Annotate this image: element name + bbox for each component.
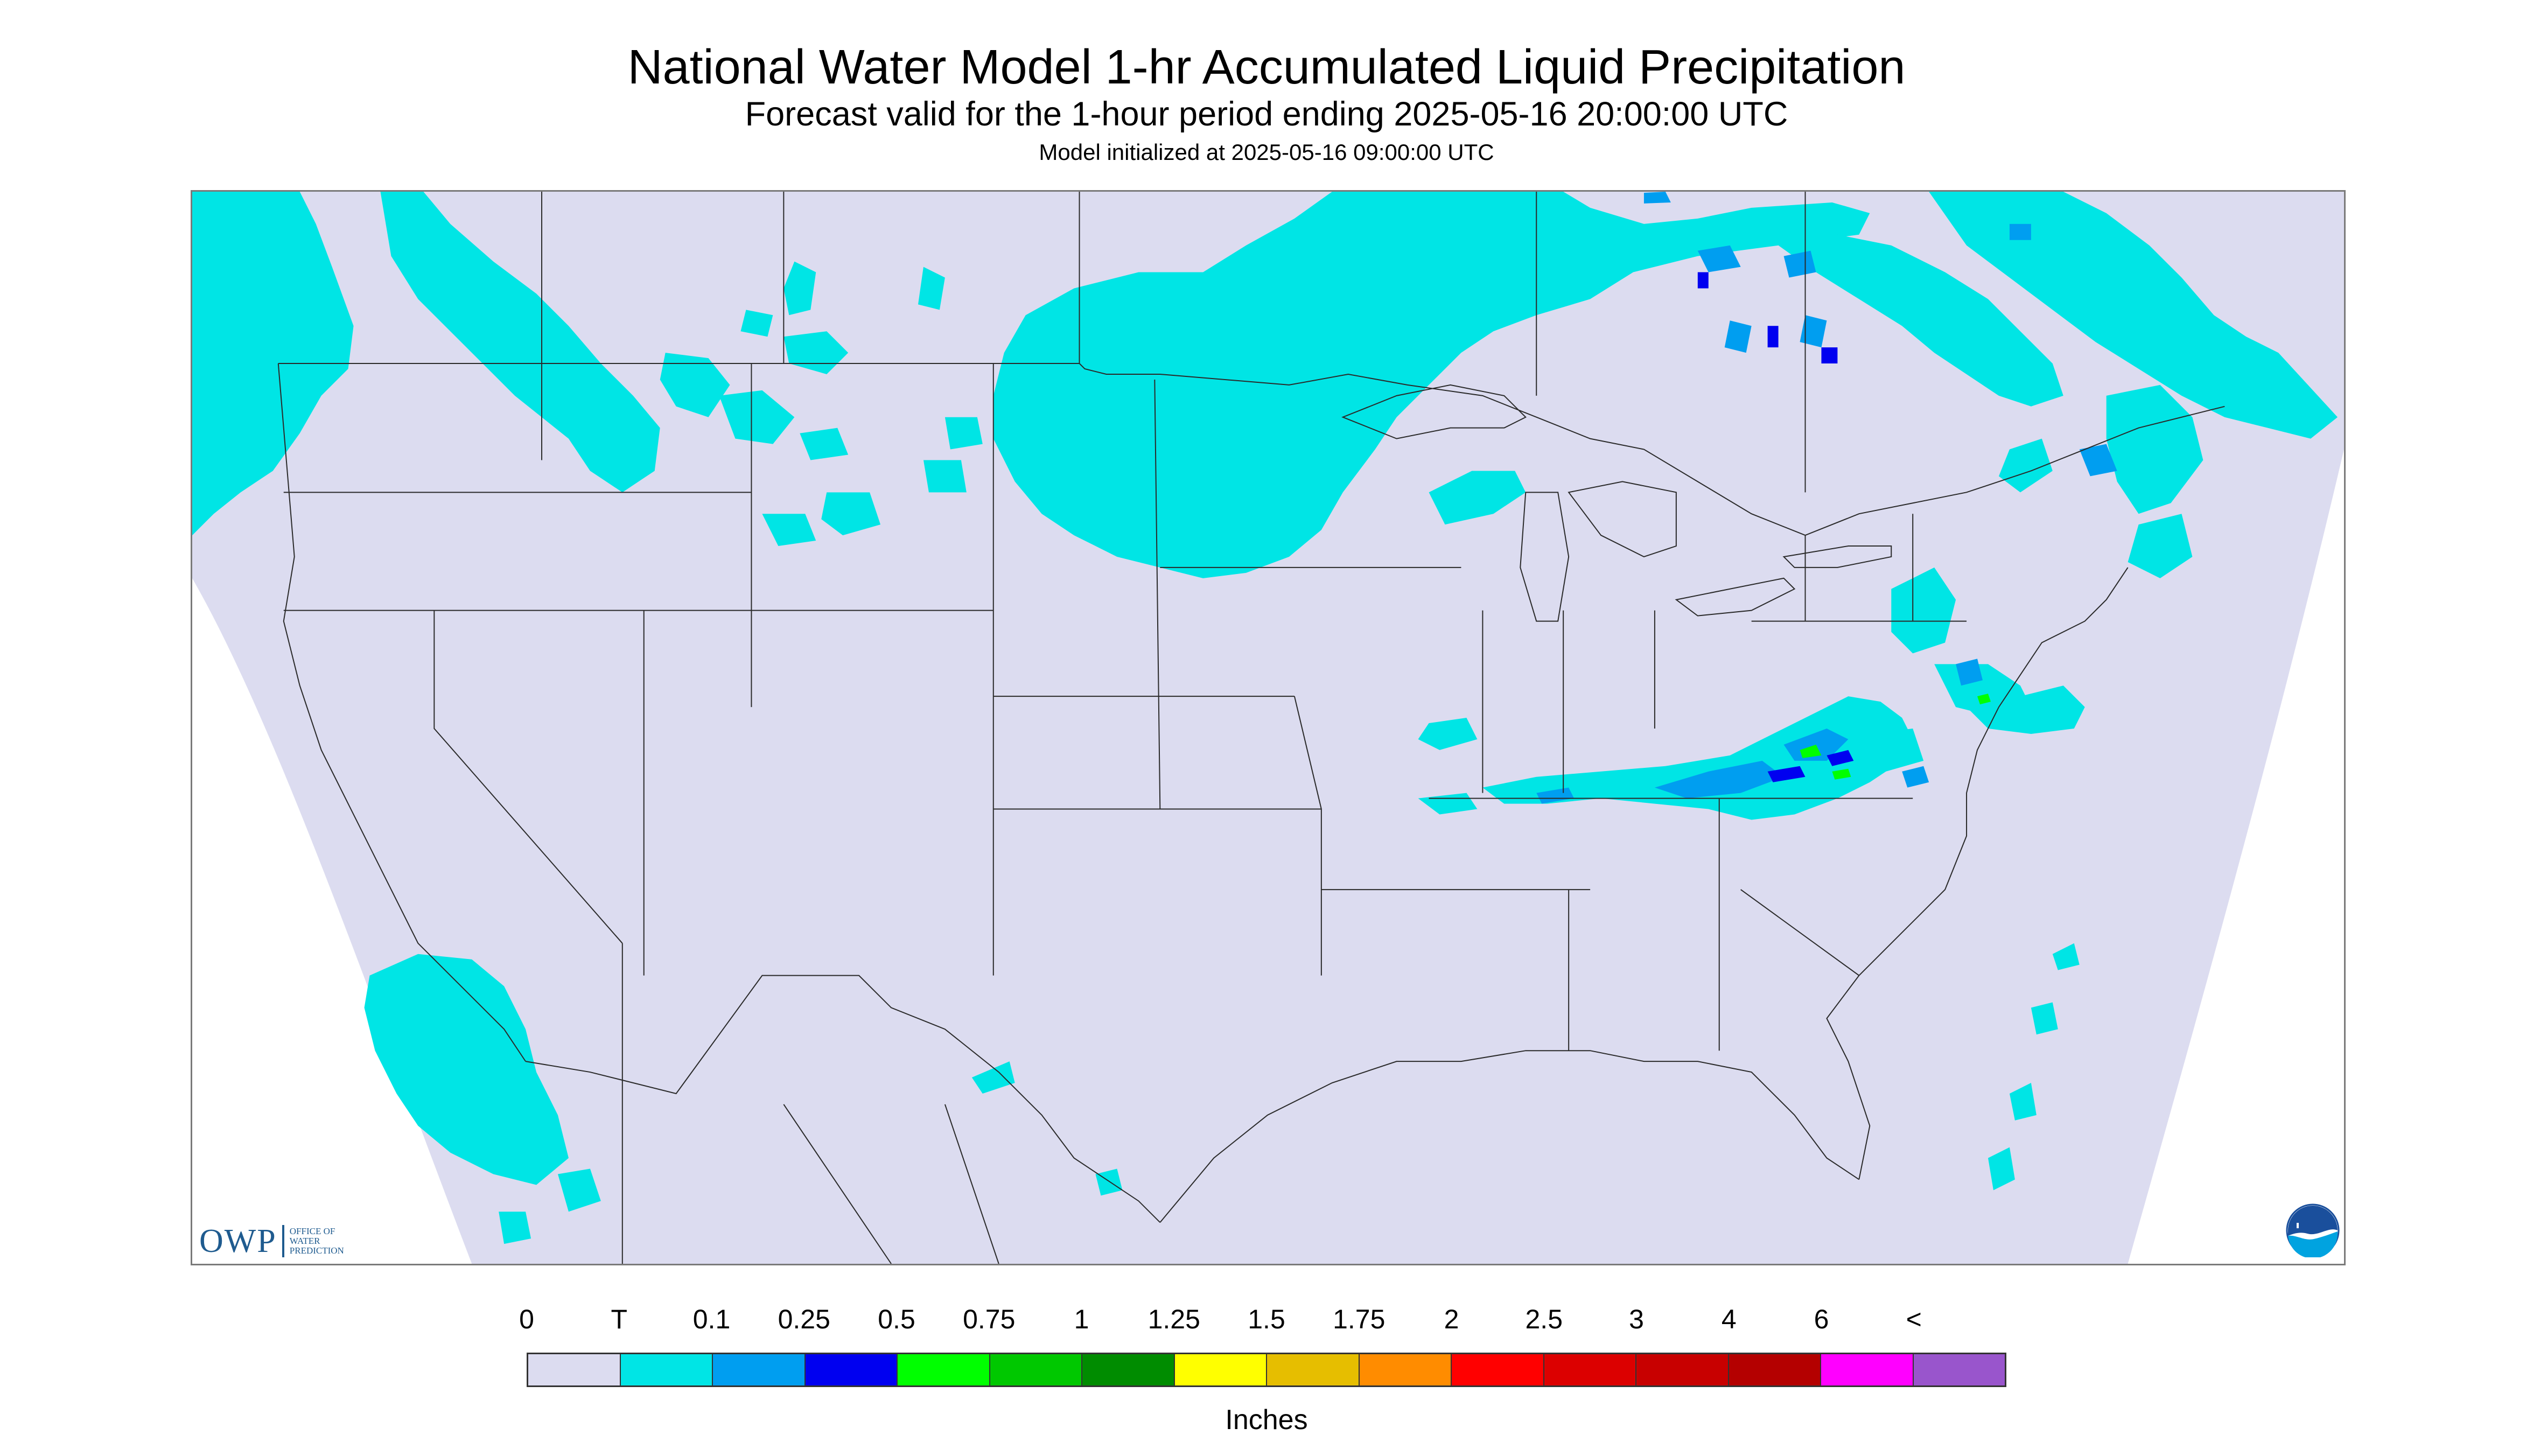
model-domain: [192, 192, 2344, 1264]
legend-swatch: [528, 1354, 621, 1385]
legend-label: 1: [1074, 1304, 1089, 1334]
state-borders: [277, 192, 2225, 1264]
legend-label: 4: [1721, 1304, 1737, 1334]
legend-label: 0.25: [778, 1304, 830, 1334]
legend-swatch: [1452, 1354, 1544, 1385]
map-canvas: [192, 192, 2344, 1264]
precip-half-areas: [1800, 694, 1991, 780]
legend-swatch: [1267, 1354, 1360, 1385]
precip-quarter-areas: [1697, 272, 1854, 782]
legend-label: 6: [1814, 1304, 1829, 1334]
legend-label: 1.75: [1333, 1304, 1386, 1334]
legend-swatch: [713, 1354, 806, 1385]
legend-label: 2: [1444, 1304, 1459, 1334]
legend-label: 1.25: [1147, 1304, 1200, 1334]
legend-label: 1.5: [1248, 1304, 1285, 1334]
legend-label: 3: [1629, 1304, 1644, 1334]
legend-label: 0.1: [692, 1304, 731, 1334]
owp-logo-divider: [282, 1225, 284, 1257]
owp-logo: OWP OFFICE OF WATER PREDICTION: [199, 1222, 370, 1260]
legend-swatch: [1821, 1354, 1914, 1385]
legend-swatch: [1359, 1354, 1452, 1385]
noaa-logo-icon: [2286, 1203, 2340, 1257]
legend-swatch: [805, 1354, 898, 1385]
map-title: National Water Model 1-hr Accumulated Li…: [627, 40, 1906, 94]
legend-swatch: [1636, 1354, 1729, 1385]
legend-label: T: [611, 1304, 628, 1334]
legend-label: 2.5: [1525, 1304, 1563, 1334]
legend-swatch: [1544, 1354, 1636, 1385]
precip-trace-areas: [192, 192, 2338, 1244]
precip-legend: 0 T 0.1 0.25 0.5 0.75 1 1.25 1.5 1.75 2 2.5 3 4 6 <: [519, 1303, 2006, 1411]
legend-units: Inches: [1225, 1404, 1308, 1436]
owp-logo-text: OWP: [199, 1222, 277, 1259]
legend-swatch: [620, 1354, 713, 1385]
legend-swatch: [1729, 1354, 1821, 1385]
legend-swatch: [1174, 1354, 1267, 1385]
legend-label: <: [1906, 1304, 1922, 1334]
legend-label: 0.5: [878, 1304, 915, 1334]
legend-label: 0.75: [963, 1304, 1016, 1334]
legend-swatch: [898, 1354, 990, 1385]
legend-swatch: [1913, 1354, 2005, 1385]
legend-swatch: [1082, 1354, 1175, 1385]
owp-logo-subtext: OFFICE OF WATER PREDICTION: [289, 1226, 344, 1256]
model-init-text: Model initialized at 2025-05-16 09:00:00…: [1039, 139, 1494, 165]
legend-label: 0: [519, 1304, 534, 1334]
legend-swatch: [990, 1354, 1082, 1385]
legend-color-bar: [527, 1353, 2006, 1387]
precipitation-map[interactable]: [191, 190, 2346, 1265]
map-subtitle: Forecast valid for the 1-hour period end…: [745, 95, 1788, 133]
